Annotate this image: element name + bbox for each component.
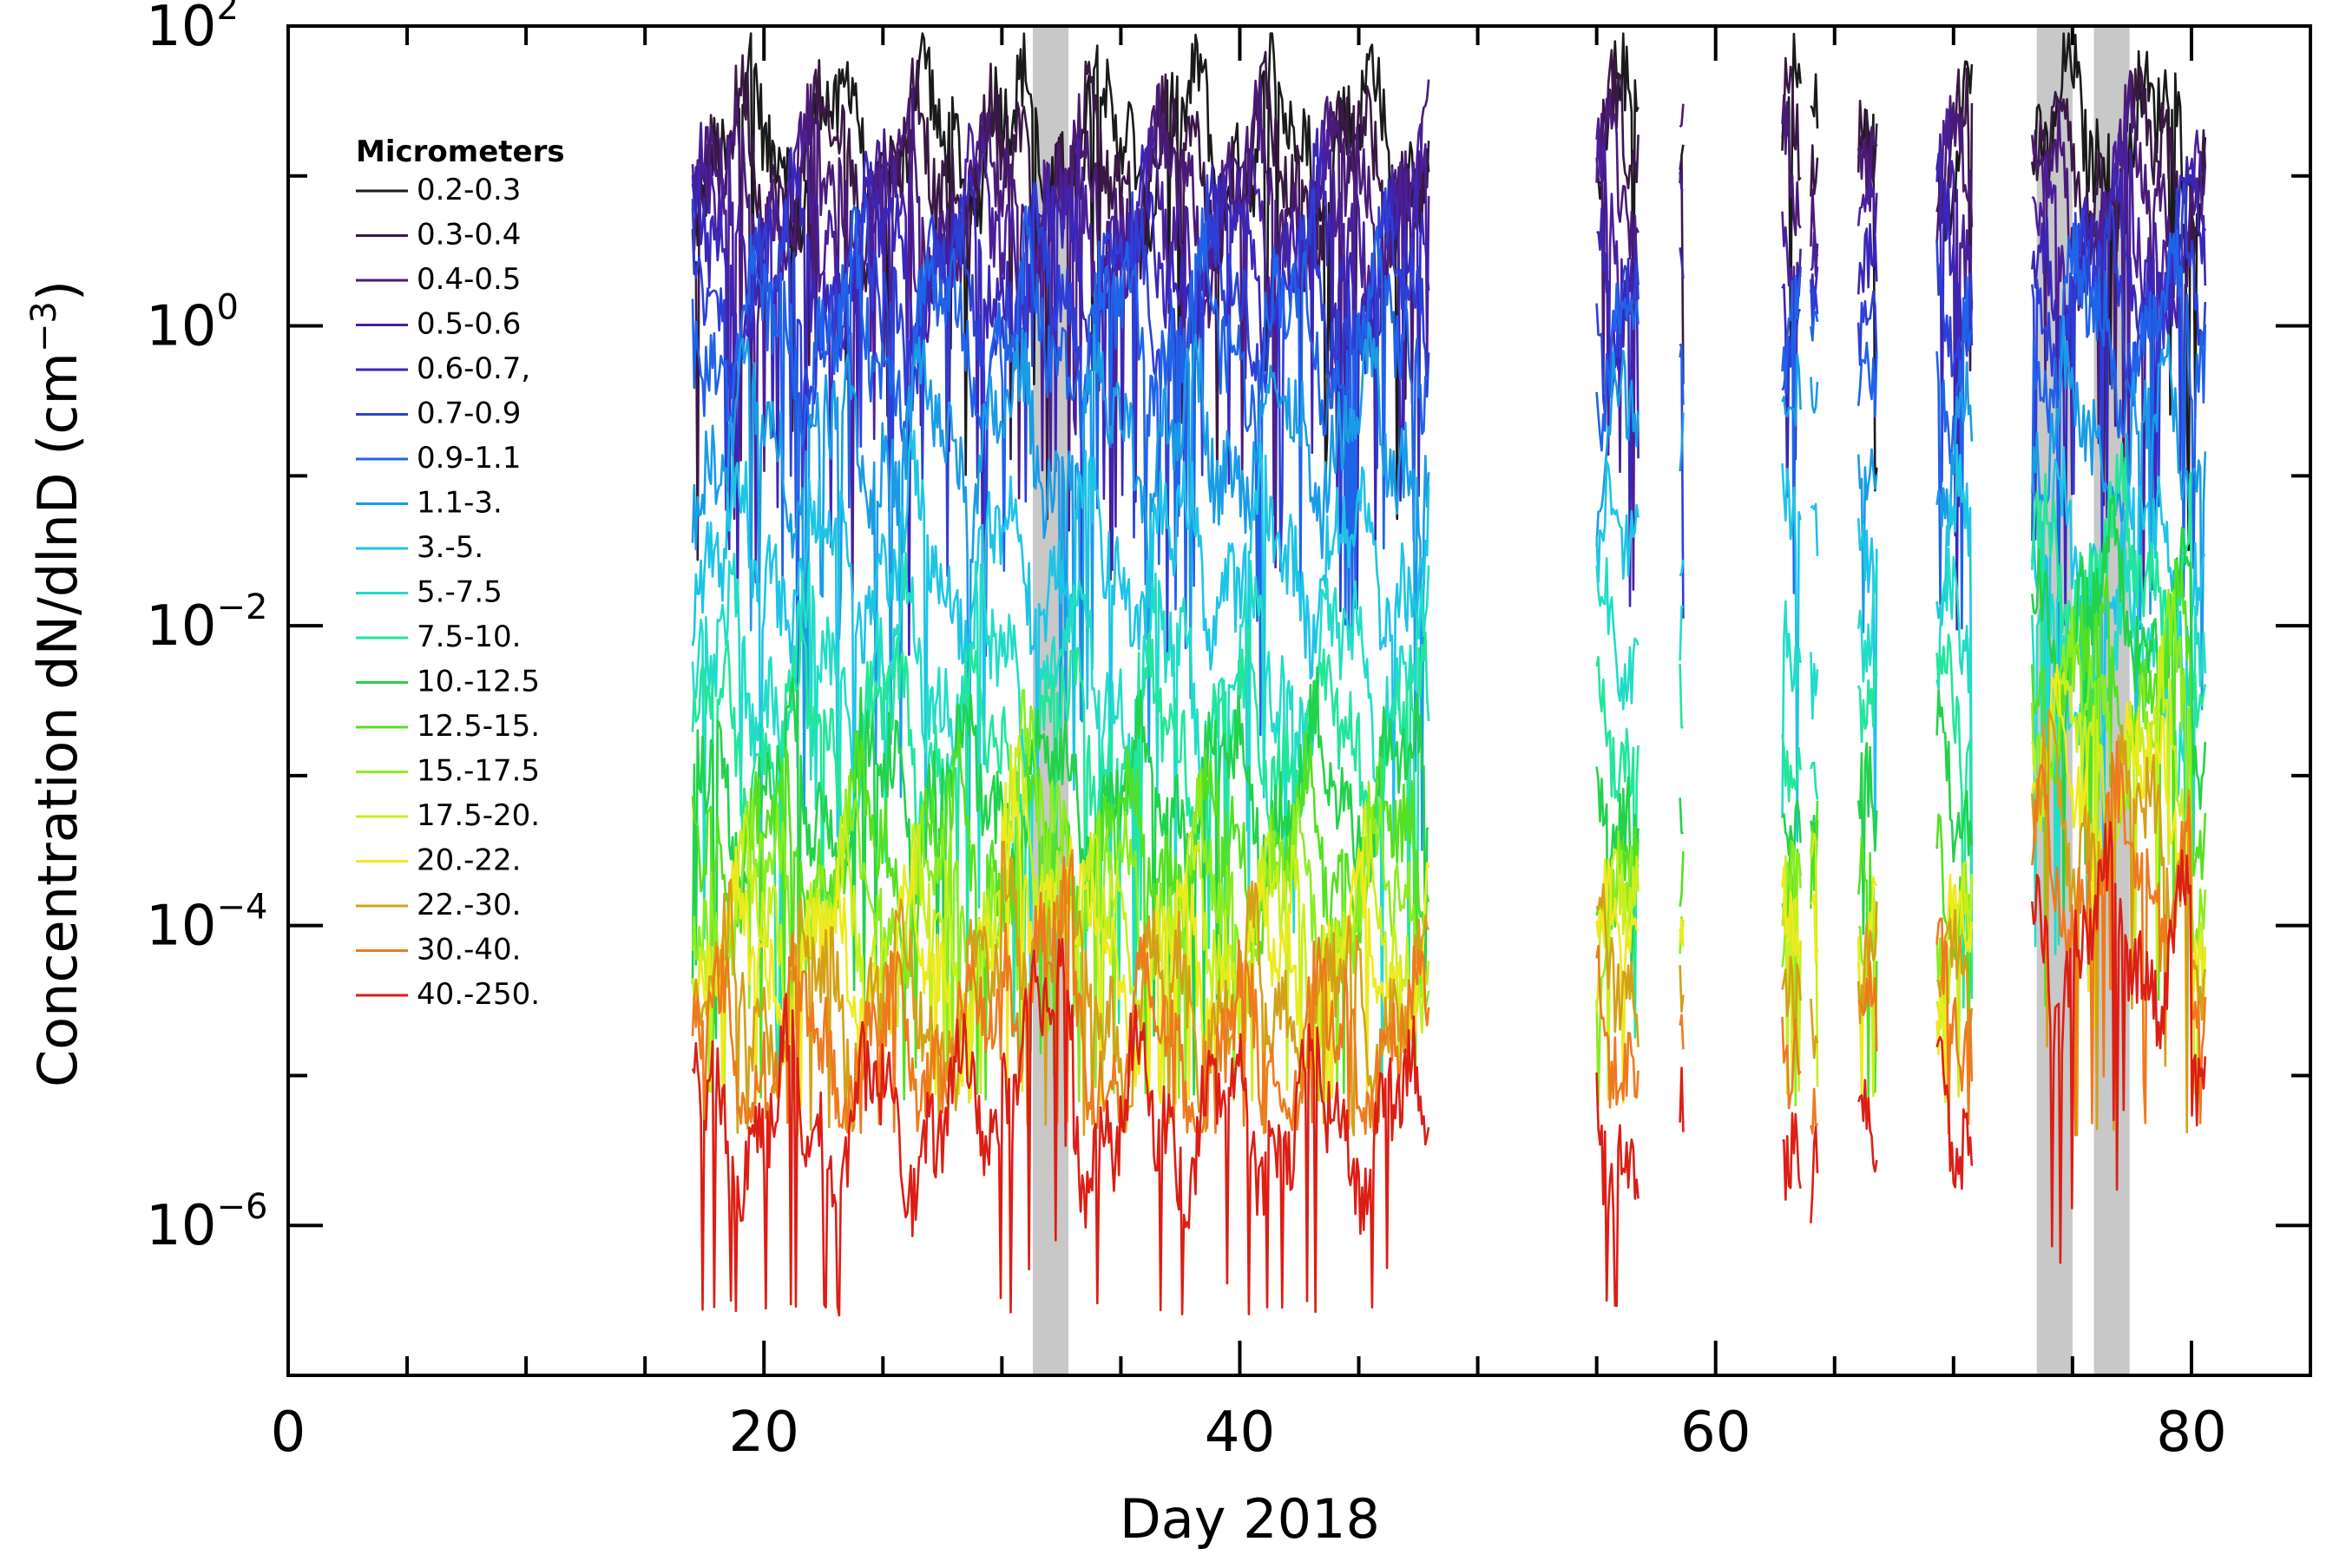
y-tick-exponent: −4 [216,888,267,928]
legend-label-7: 0.9-1.1 [417,441,521,476]
y-tick-exponent: −6 [216,1187,267,1227]
legend-label-1: 0.2-0.3 [417,173,521,207]
legend-title: Micrometers [356,134,565,169]
x-tick-label-80: 80 [2156,1401,2226,1465]
y-tick-label--2: 10−2 [146,587,267,659]
y-axis-title-exponent: −3 [24,301,64,352]
legend-label-10: 5.-7.5 [417,575,503,610]
y-tick-exponent: 2 [216,0,238,28]
y-tick-base: 10 [146,0,216,59]
y-tick-base: 10 [146,594,216,659]
plot-frame-and-ticks [286,24,2312,1377]
x-tick-label-20: 20 [729,1401,799,1465]
legend-label-17: 22.-30. [417,888,521,922]
legend-label-18: 30.-40. [417,933,521,968]
series-line-3-5- [691,430,2205,916]
legend-label-3: 0.4-0.5 [417,262,521,297]
series-line-40-250- [691,821,2207,1317]
y-axis-title-main: Concentration dN/dlnD (cm [26,352,89,1087]
y-axis-title: Concentration dN/dlnD (cm−3) [24,280,89,1087]
x-axis-title: Day 2018 [1120,1487,1380,1551]
data-series-lines [691,32,2207,1317]
legend-label-19: 40.-250. [417,977,540,1012]
series-line-5-7-5 [691,547,2207,1079]
y-tick-label--4: 10−4 [146,888,267,959]
x-tick-label-40: 40 [1205,1401,1275,1465]
y-tick-base: 10 [146,895,216,959]
legend-label-6: 0.7-0.9 [417,397,521,431]
legend-label-2: 0.3-0.4 [417,218,521,253]
series-line-22-30- [692,707,2207,1137]
y-tick-exponent: 0 [216,288,238,328]
legend: Micrometers 0.2-0.3 0.3-0.4 0.4-0.5 0.5-0.6… [356,134,565,1012]
legend-label-8: 1.1-3. [417,486,503,521]
legend-label-14: 15.-17.5 [417,754,540,789]
y-tick-base: 10 [146,1194,216,1258]
y-tick-label-2: 102 [146,0,239,59]
legend-label-11: 7.5-10. [417,620,521,654]
legend-label-4: 0.5-0.6 [417,307,521,342]
x-tick-label-60: 60 [1680,1401,1751,1465]
x-tick-labels: 0 20 40 60 80 [271,1401,2227,1465]
legend-label-16: 20.-22. [417,843,521,878]
y-tick-base: 10 [146,295,216,359]
x-tick-label-0: 0 [271,1401,306,1465]
y-axis-title-close: ) [26,280,89,301]
series-line-0-9-1-1 [691,205,2207,769]
legend-label-13: 12.5-15. [417,709,540,744]
y-tick-exponent: −2 [216,587,267,627]
y-tick-label-0: 100 [146,288,239,359]
legend-label-12: 10.-12.5 [417,665,540,699]
legend-label-9: 3.-5. [417,530,483,565]
plot-frame [286,24,2312,1377]
legend-label-15: 17.5-20. [417,798,540,833]
y-tick-label--6: 10−6 [146,1187,267,1258]
legend-label-5: 0.6-0.7, [417,351,530,386]
